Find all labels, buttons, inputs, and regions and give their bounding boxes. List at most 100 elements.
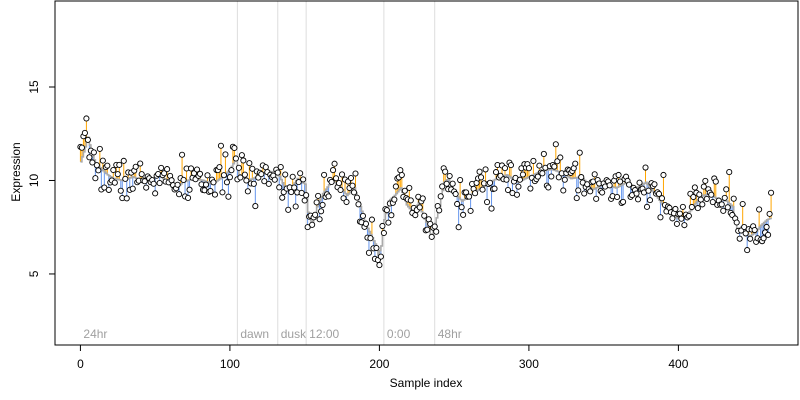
data-point	[766, 210, 773, 217]
data-point	[303, 192, 310, 199]
data-point	[211, 191, 219, 198]
data-point	[712, 178, 719, 185]
data-point	[300, 176, 307, 183]
data-point	[572, 160, 579, 167]
data-point	[225, 193, 232, 200]
data-point	[491, 185, 498, 192]
data-point	[330, 167, 337, 174]
x-axis-label: Sample index	[390, 376, 463, 390]
data-point	[350, 189, 358, 196]
data-point	[428, 233, 435, 240]
data-point	[614, 193, 621, 201]
data-point	[204, 172, 211, 179]
data-point	[679, 203, 686, 210]
data-point	[313, 199, 320, 206]
data-point	[457, 176, 464, 184]
data-point	[606, 182, 613, 189]
data-point	[232, 155, 239, 162]
data-point	[452, 190, 459, 198]
data-point	[328, 178, 335, 185]
data-point	[733, 219, 740, 226]
data-point	[274, 169, 281, 176]
data-point	[576, 149, 583, 156]
data-point	[513, 191, 520, 198]
data-point	[228, 167, 235, 174]
data-point	[207, 187, 214, 195]
data-point	[123, 195, 130, 202]
data-point	[581, 190, 588, 197]
data-point	[561, 176, 568, 183]
data-point	[104, 162, 111, 169]
data-point	[446, 172, 453, 180]
data-point	[591, 171, 598, 178]
data-point	[479, 186, 486, 193]
data-point	[368, 216, 375, 223]
points-layer	[77, 115, 775, 269]
data-point	[478, 174, 485, 181]
data-point	[337, 186, 344, 194]
data-point	[398, 171, 405, 179]
data-point	[243, 177, 250, 184]
data-point	[685, 212, 692, 219]
data-point	[721, 194, 728, 201]
data-point	[285, 206, 292, 213]
data-point	[150, 180, 157, 187]
data-point	[730, 195, 737, 202]
data-point	[335, 180, 343, 187]
data-point	[81, 129, 88, 137]
data-point	[723, 186, 730, 193]
data-point	[383, 207, 390, 214]
data-point	[660, 171, 667, 179]
data-point	[620, 198, 627, 205]
data-point	[449, 180, 456, 187]
data-point	[116, 161, 123, 168]
data-point	[634, 196, 642, 203]
data-point	[282, 171, 289, 178]
data-point	[525, 165, 532, 172]
data-point	[301, 197, 308, 204]
data-point	[437, 193, 444, 200]
data-point	[377, 253, 384, 260]
data-point	[174, 181, 181, 188]
data-point	[419, 195, 426, 202]
data-point	[688, 203, 695, 211]
data-point	[365, 249, 372, 256]
data-point	[210, 179, 217, 186]
data-point	[291, 184, 298, 191]
data-point	[362, 220, 370, 227]
data-point	[222, 151, 229, 158]
data-point	[111, 179, 118, 186]
data-point	[180, 176, 187, 184]
data-point	[132, 163, 139, 170]
data-point	[645, 187, 652, 194]
region-label: 48hr	[438, 327, 462, 341]
data-point	[231, 144, 238, 152]
data-point	[141, 178, 148, 185]
data-point	[279, 194, 286, 201]
data-point	[436, 207, 443, 214]
region-label: 24hr	[83, 327, 107, 341]
data-point	[724, 204, 731, 211]
data-point	[756, 206, 763, 213]
data-point	[548, 173, 555, 180]
data-point	[193, 166, 201, 173]
data-point	[295, 179, 302, 186]
data-point	[431, 223, 438, 230]
data-point	[443, 180, 450, 187]
data-point	[587, 188, 594, 195]
data-point	[220, 172, 227, 179]
y-axis: 5 10 15	[27, 80, 56, 277]
data-point	[93, 162, 100, 169]
data-point	[401, 187, 408, 194]
data-point	[633, 190, 640, 197]
data-point	[380, 229, 387, 237]
data-point	[530, 157, 537, 164]
data-point	[347, 174, 355, 182]
data-layer	[79, 118, 772, 266]
data-point	[143, 184, 150, 191]
data-point	[768, 189, 775, 196]
data-point	[503, 176, 510, 183]
data-point	[120, 157, 127, 164]
data-point	[235, 164, 242, 171]
data-point	[216, 164, 223, 171]
